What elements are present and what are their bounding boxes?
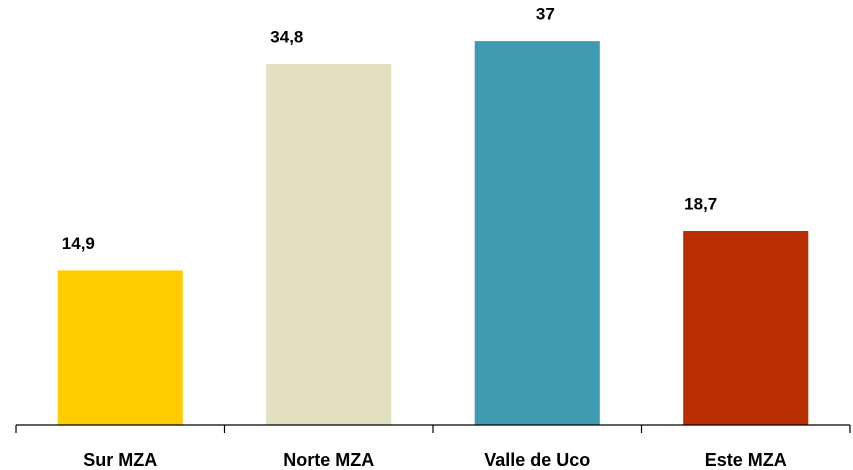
data-label: 14,9 [62,234,95,253]
bar [474,41,600,425]
x-tick-label: Valle de Uco [484,450,590,470]
bar [683,230,809,425]
x-tick-label: Sur MZA [83,450,157,470]
x-tick-label: Este MZA [705,450,787,470]
data-label: 34,8 [270,27,303,46]
x-tick-label: Norte MZA [283,450,374,470]
bar [266,63,392,425]
data-label: 18,7 [684,194,717,213]
bar [57,270,183,425]
data-label: 37 [536,5,555,24]
